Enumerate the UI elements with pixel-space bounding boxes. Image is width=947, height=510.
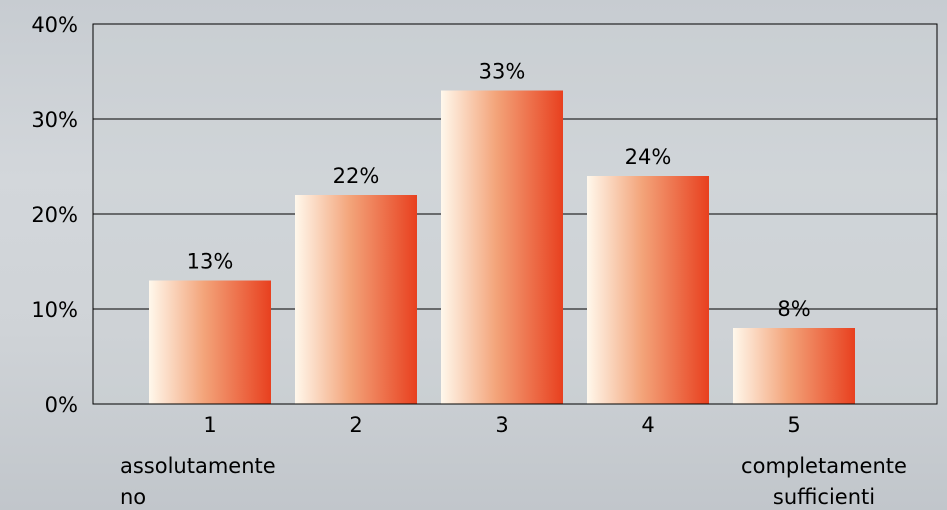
y-tick-label: 0%	[45, 393, 78, 417]
bar	[441, 90, 563, 404]
x-tick-label: 2	[349, 413, 362, 437]
data-labels: 13% 22% 33% 24% 8%	[187, 60, 811, 322]
bar	[587, 176, 709, 404]
y-tick-label: 20%	[31, 203, 78, 227]
x-tick-label: 3	[495, 413, 508, 437]
bar	[295, 195, 417, 404]
data-label: 33%	[479, 60, 526, 84]
bar	[149, 280, 271, 404]
data-label: 22%	[333, 164, 380, 188]
bars	[149, 90, 855, 404]
category-note: sufficienti	[773, 485, 875, 509]
y-axis-tick-labels: 0% 10% 20% 30% 40%	[31, 13, 78, 417]
category-note: completamente	[741, 454, 907, 478]
y-tick-label: 30%	[31, 108, 78, 132]
x-tick-label: 4	[641, 413, 654, 437]
category-notes: assolutamente no completamente sufficienti	[120, 454, 907, 509]
x-tick-label: 1	[203, 413, 216, 437]
x-axis-tick-labels: 1 2 3 4 5	[203, 413, 800, 437]
data-label: 13%	[187, 250, 234, 274]
category-note: assolutamente	[120, 454, 276, 478]
plot-border	[92, 23, 938, 405]
data-label: 8%	[777, 297, 810, 321]
plot-frame	[92, 23, 938, 405]
data-label: 24%	[625, 145, 672, 169]
x-tick-label: 5	[787, 413, 800, 437]
bar	[733, 328, 855, 404]
y-tick-label: 40%	[31, 13, 78, 37]
y-tick-label: 10%	[31, 298, 78, 322]
category-note: no	[120, 485, 146, 509]
